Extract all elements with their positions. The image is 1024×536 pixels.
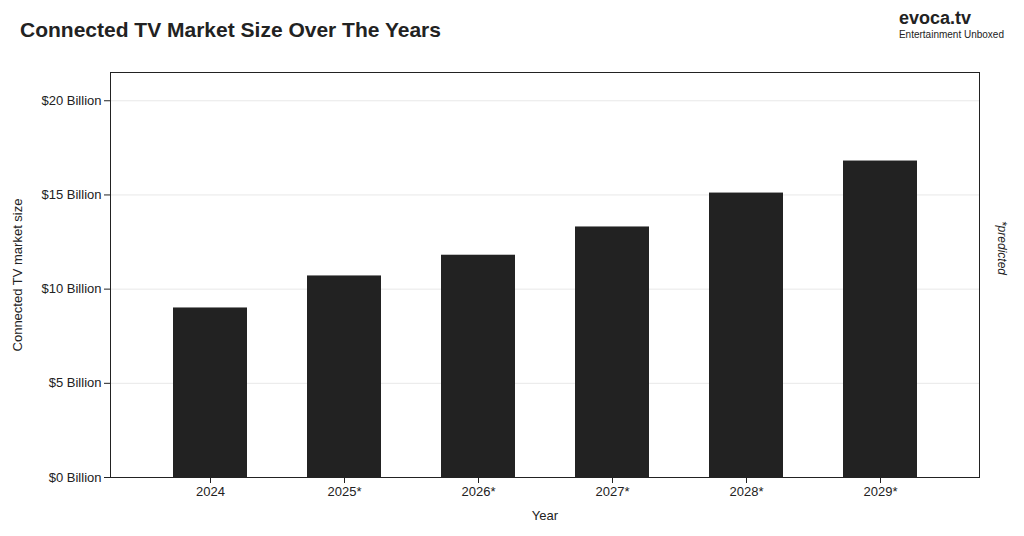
svg-text:$15 Billion: $15 Billion: [42, 187, 102, 202]
svg-text:2026*: 2026*: [462, 484, 496, 499]
html-text:evoca.tv: evoca.tv: [898, 8, 971, 28]
svg-text:2027*: 2027*: [596, 484, 630, 499]
svg-text:$5 Billion: $5 Billion: [49, 375, 102, 390]
svg-text:$10 Billion: $10 Billion: [42, 281, 102, 296]
html-text:Entertainment Unboxed: Entertainment Unboxed: [898, 29, 1004, 40]
svg-text:*predicted: *predicted: [995, 221, 1009, 275]
svg-text:Connected TV market size: Connected TV market size: [10, 199, 25, 352]
svg-text:Year: Year: [532, 508, 559, 523]
html-text:Connected TV Market Size Over: Connected TV Market Size Over The Years: [20, 18, 441, 41]
svg-text:2029*: 2029*: [864, 484, 898, 499]
svg-text:2024: 2024: [196, 484, 225, 499]
svg-text:$20 Billion: $20 Billion: [42, 93, 102, 108]
svg-text:2025*: 2025*: [328, 484, 362, 499]
svg-text:2028*: 2028*: [730, 484, 764, 499]
svg-text:$0 Billion: $0 Billion: [49, 470, 102, 485]
